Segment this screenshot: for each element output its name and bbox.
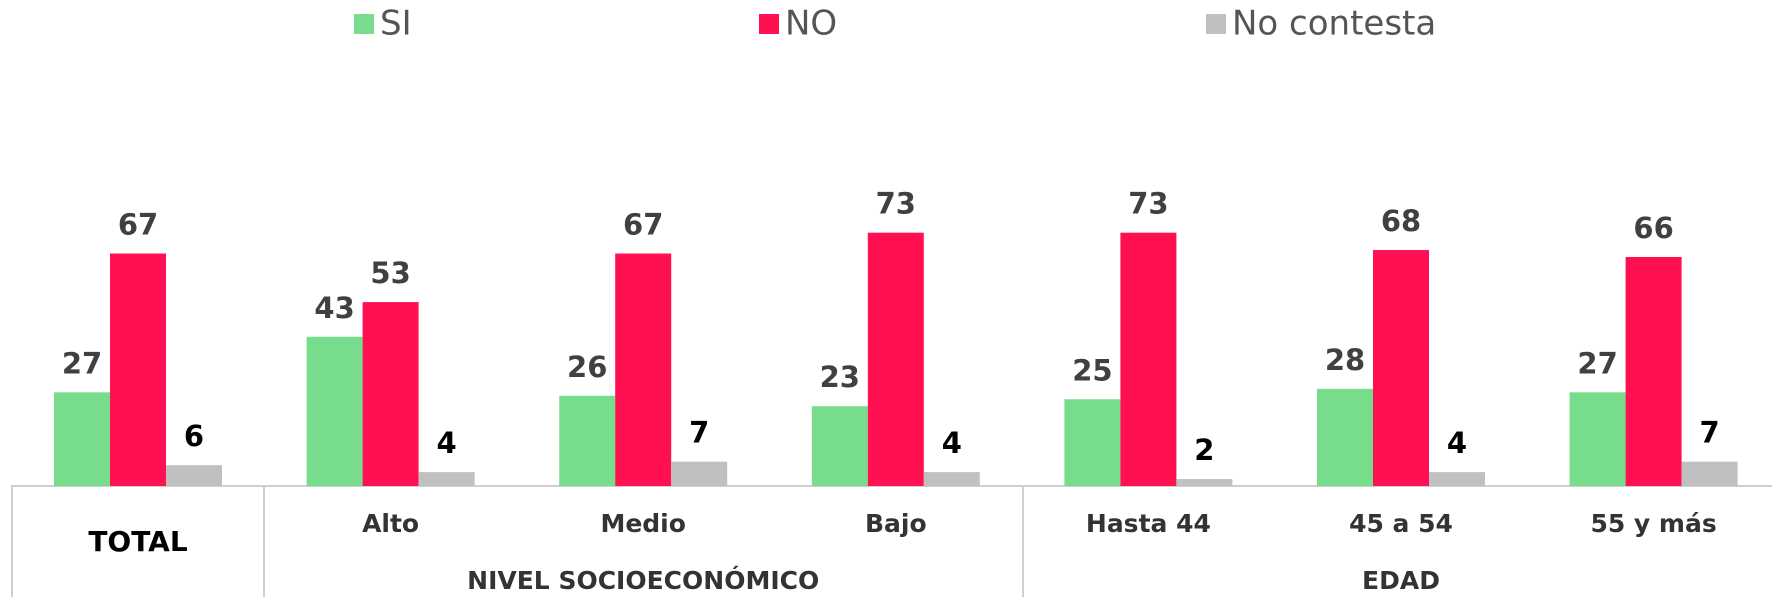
bar xyxy=(1625,256,1682,486)
data-label: 68 xyxy=(1381,204,1421,238)
legend-label: SI xyxy=(380,4,412,44)
bar xyxy=(1317,388,1373,486)
bar xyxy=(1120,232,1177,486)
bar xyxy=(1429,472,1485,486)
bar xyxy=(867,232,924,486)
bar xyxy=(418,472,475,486)
data-label: 2 xyxy=(1194,433,1214,467)
data-label: 6 xyxy=(184,419,204,453)
legend-swatch xyxy=(354,14,374,34)
group-label: NIVEL SOCIOECONÓMICO xyxy=(467,565,819,595)
x-tick-label: Bajo xyxy=(865,509,927,538)
bar xyxy=(1373,250,1429,486)
data-label: 4 xyxy=(437,426,457,460)
data-label: 7 xyxy=(689,416,709,450)
data-label: 7 xyxy=(1700,416,1720,450)
legend-label: No contesta xyxy=(1232,4,1436,44)
bar xyxy=(54,392,110,486)
data-label: 67 xyxy=(118,208,158,242)
bar xyxy=(671,461,728,486)
bar xyxy=(166,465,222,486)
data-label: 43 xyxy=(314,291,354,325)
legend-swatch xyxy=(759,14,779,34)
legend-swatch xyxy=(1206,14,1226,34)
data-label: 66 xyxy=(1633,211,1673,245)
bar xyxy=(1569,392,1626,486)
data-label: 25 xyxy=(1072,353,1112,387)
x-tick-label: Medio xyxy=(600,509,685,538)
group-label: EDAD xyxy=(1362,566,1440,595)
data-label: 4 xyxy=(942,426,962,460)
x-tick-label: Alto xyxy=(362,509,419,538)
legend-label: NO xyxy=(785,4,837,44)
bar xyxy=(615,253,672,486)
x-tick-label: 55 y más xyxy=(1590,509,1716,538)
x-tick-label: Hasta 44 xyxy=(1086,509,1211,538)
bar xyxy=(1176,479,1233,486)
bar xyxy=(1064,399,1121,486)
data-label: 27 xyxy=(1577,346,1617,380)
data-label: 28 xyxy=(1325,343,1365,377)
bar xyxy=(1681,461,1738,486)
data-label: 4 xyxy=(1447,426,1467,460)
data-label: 27 xyxy=(62,346,102,380)
data-label: 73 xyxy=(876,187,916,221)
bar xyxy=(559,395,616,486)
bar xyxy=(923,472,980,486)
data-label: 53 xyxy=(370,256,410,290)
bar xyxy=(110,253,166,486)
bar xyxy=(306,336,363,486)
x-tick-label: 45 a 54 xyxy=(1349,509,1453,538)
data-label: 23 xyxy=(820,360,860,394)
bar xyxy=(811,406,868,486)
data-label: 67 xyxy=(623,208,663,242)
data-label: 73 xyxy=(1128,187,1168,221)
bar xyxy=(362,302,419,486)
x-tick-label: TOTAL xyxy=(88,525,187,558)
data-label: 26 xyxy=(567,350,607,384)
